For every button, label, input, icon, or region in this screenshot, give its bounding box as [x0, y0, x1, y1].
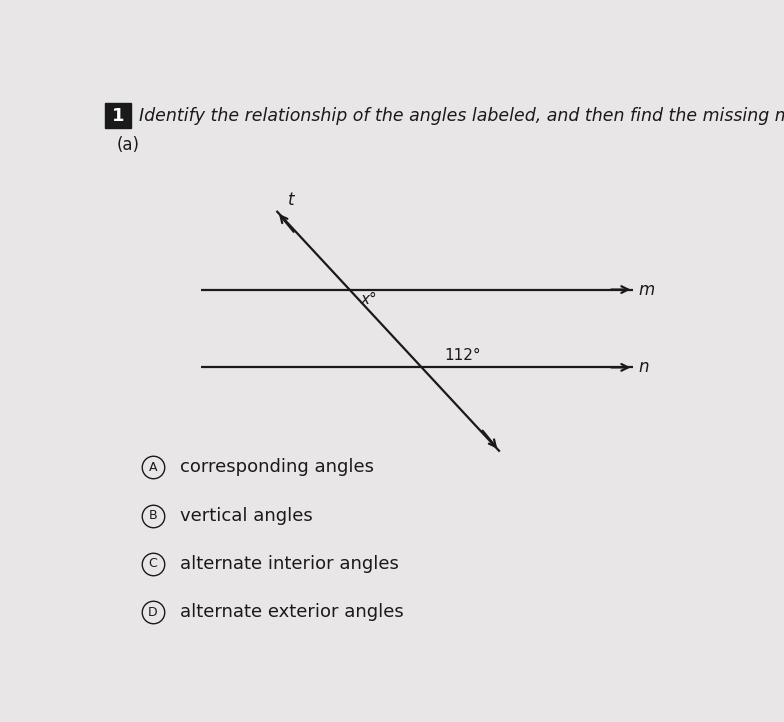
Text: n: n — [639, 358, 649, 376]
Text: 1: 1 — [112, 107, 125, 125]
Text: D: D — [148, 606, 158, 619]
Text: x°: x° — [361, 292, 377, 308]
Text: A: A — [148, 461, 157, 474]
Text: C: C — [148, 557, 157, 570]
Text: corresponding angles: corresponding angles — [180, 458, 374, 477]
Text: (a): (a) — [116, 136, 140, 154]
Text: 112°: 112° — [445, 348, 481, 363]
Text: alternate exterior angles: alternate exterior angles — [180, 603, 404, 621]
Text: vertical angles: vertical angles — [180, 507, 313, 525]
Text: B: B — [148, 509, 157, 522]
Text: t: t — [289, 191, 295, 209]
FancyBboxPatch shape — [105, 103, 132, 128]
Text: m: m — [639, 281, 655, 299]
Text: Identify the relationship of the angles labeled, and then find the missing measu: Identify the relationship of the angles … — [140, 107, 784, 125]
Text: alternate interior angles: alternate interior angles — [180, 554, 399, 573]
